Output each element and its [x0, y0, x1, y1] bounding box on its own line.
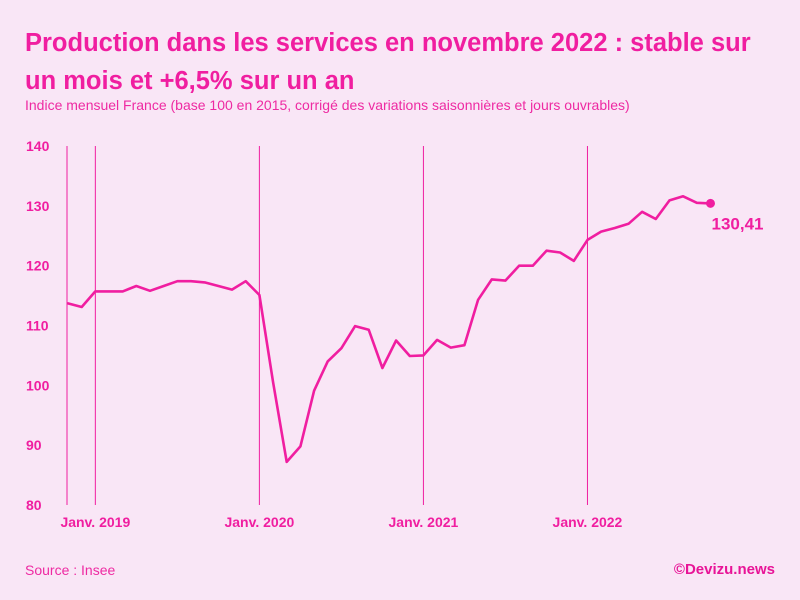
- y-tick-label: 120: [26, 258, 50, 274]
- y-tick-label: 140: [26, 138, 50, 154]
- brand-credit: ©Devizu.news: [673, 561, 775, 578]
- chart-series: [66, 195, 715, 464]
- last-value-label: 130,41: [711, 214, 763, 233]
- y-tick-label: 110: [26, 318, 49, 334]
- x-tick-label: Janv. 2022: [553, 514, 623, 530]
- x-tick-label: Janv. 2020: [224, 514, 294, 530]
- x-tick-label: Janv. 2019: [60, 514, 130, 530]
- chart-grid: [94, 146, 588, 505]
- chart-title: Production dans les services en novembre…: [25, 29, 751, 95]
- x-tick-label: Janv. 2021: [389, 514, 459, 530]
- chart-subtitle: Indice mensuel France (base 100 en 2015,…: [25, 97, 630, 113]
- y-tick-label: 130: [26, 198, 50, 214]
- y-tick-label: 80: [26, 497, 42, 513]
- chart-labels: 130,41: [711, 214, 763, 233]
- last-point-marker: [705, 198, 715, 208]
- y-tick-label: 100: [26, 377, 50, 393]
- chart-axes: 80 90 100 110 120 130 140 Janv. 2019 Janv. 2020 J…: [26, 138, 623, 530]
- y-tick-label: 90: [26, 437, 42, 453]
- series-line: [66, 195, 712, 464]
- source-note: Source : Insee: [25, 562, 116, 578]
